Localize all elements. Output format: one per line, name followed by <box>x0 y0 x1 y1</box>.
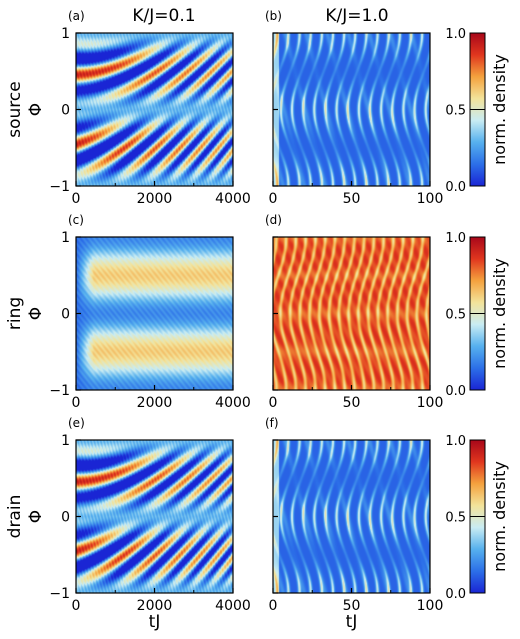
panel-d: (d) 0 50 100 <box>265 213 443 411</box>
x-tick-label: 0 <box>72 191 81 207</box>
x-tick-label: 100 <box>417 395 444 411</box>
colorbar: 0.0 0.5 1.0 norm. density <box>445 27 509 195</box>
colorbar-tick-label: 0.0 <box>445 587 466 602</box>
x-tick-label: 0 <box>269 598 278 614</box>
y-tick-label: −1 <box>49 179 70 195</box>
panel-letter: (a) <box>68 9 85 23</box>
x-tick-label: 50 <box>343 598 361 614</box>
x-tick-label: 50 <box>343 395 361 411</box>
x-tick-label: 4000 <box>215 191 251 207</box>
panel-letter: (f) <box>265 416 279 430</box>
y-tick-label: 1 <box>61 26 70 42</box>
x-axis-label: tJ <box>346 612 358 632</box>
panel-a: (a)0 2000 4000−101 <box>49 9 250 207</box>
colorbar: 0.0 0.5 1.0 norm. density <box>445 434 509 602</box>
heatmap-image <box>76 440 233 593</box>
x-tick-label: 0 <box>72 598 81 614</box>
y-axis-label: Φ <box>26 103 46 116</box>
x-tick-label: 4000 <box>215 598 251 614</box>
y-tick-label: 1 <box>61 230 70 246</box>
y-tick-label: −1 <box>49 586 70 602</box>
x-tick-label: 2000 <box>137 191 173 207</box>
colorbar-tick-label: 0.5 <box>445 104 466 119</box>
x-tick-label: 0 <box>72 395 81 411</box>
y-axis-label: Φ <box>26 510 46 523</box>
y-tick-label: 0 <box>61 510 70 526</box>
panel-f: (f) 0 50 100 tJ <box>265 416 443 632</box>
row-label-ring: ring Φ <box>5 297 46 330</box>
row-label-source: source Φ <box>5 81 46 137</box>
x-axis-label: tJ <box>149 612 161 632</box>
x-tick-label: 100 <box>417 191 444 207</box>
panel-letter: (b) <box>265 9 282 23</box>
panel-c: (c)0 2000 4000−101 <box>49 213 250 411</box>
colorbar-label: norm. density <box>490 54 509 165</box>
colorbar-tick-label: 1.0 <box>445 27 466 42</box>
heatmap-image <box>273 33 430 186</box>
row-label-drain: drain Φ <box>5 495 46 539</box>
y-tick-label: −1 <box>49 383 70 399</box>
column-title-right: K/J=1.0 <box>325 6 388 26</box>
column-title-left: K/J=0.1 <box>132 6 195 26</box>
colorbar-label: norm. density <box>490 461 509 572</box>
row-name: source <box>5 81 25 137</box>
row-name: drain <box>5 495 25 539</box>
colorbar-tick-label: 0.5 <box>445 511 466 526</box>
colorbar-tick-label: 1.0 <box>445 231 466 246</box>
x-tick-label: 4000 <box>215 395 251 411</box>
heatmap-image <box>273 237 430 390</box>
y-tick-label: 0 <box>61 103 70 119</box>
colorbar-tick-label: 0.0 <box>445 384 466 399</box>
panel-letter: (d) <box>265 213 282 227</box>
panel-b: (b) 0 50 100 <box>265 9 443 207</box>
panel-letter: (c) <box>68 213 84 227</box>
colorbar: 0.0 0.5 1.0 norm. density <box>445 231 509 399</box>
colorbar-tick-label: 0.5 <box>445 308 466 323</box>
y-tick-label: 1 <box>61 433 70 449</box>
colorbar-label: norm. density <box>490 258 509 369</box>
x-tick-label: 2000 <box>137 395 173 411</box>
y-tick-label: 0 <box>61 307 70 323</box>
colorbar-tick-label: 1.0 <box>445 434 466 449</box>
heatmap-image <box>76 33 233 186</box>
heatmap-image <box>76 237 233 390</box>
x-tick-label: 0 <box>269 191 278 207</box>
panel-letter: (e) <box>68 416 85 430</box>
colorbar-tick-label: 0.0 <box>445 180 466 195</box>
x-tick-label: 100 <box>417 598 444 614</box>
y-axis-label: Φ <box>26 307 46 320</box>
heatmap-image <box>273 440 430 593</box>
x-tick-label: 2000 <box>137 598 173 614</box>
row-name: ring <box>5 297 25 330</box>
x-tick-label: 50 <box>343 191 361 207</box>
x-tick-label: 0 <box>269 395 278 411</box>
